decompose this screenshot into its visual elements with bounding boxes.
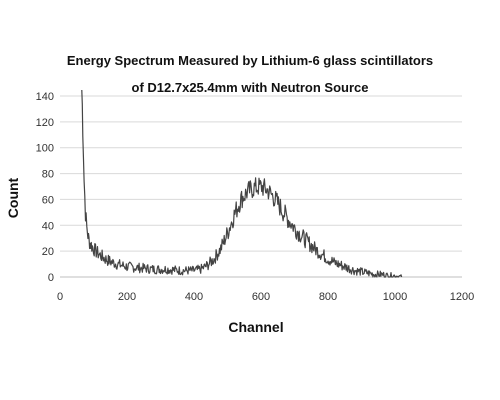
x-tick-label: 600 bbox=[252, 291, 270, 303]
chart-title: Energy Spectrum Measured by Lithium-6 gl… bbox=[67, 53, 433, 68]
x-tick-label: 1200 bbox=[450, 291, 474, 303]
x-tick-labels: 0 200 400 600 800 1000 1200 bbox=[57, 291, 474, 303]
y-tick-label: 120 bbox=[36, 117, 54, 129]
x-tick-label: 0 bbox=[57, 291, 63, 303]
y-tick-label: 40 bbox=[42, 220, 54, 232]
x-tick-label: 800 bbox=[319, 291, 337, 303]
y-tick-label: 60 bbox=[42, 194, 54, 206]
x-tick-label: 200 bbox=[118, 291, 136, 303]
chart-subtitle: of D12.7x25.4mm with Neutron Source bbox=[132, 80, 369, 95]
y-tick-label: 0 bbox=[48, 272, 54, 284]
x-axis-label: Channel bbox=[228, 319, 283, 335]
y-tick-label: 20 bbox=[42, 246, 54, 258]
y-tick-label: 100 bbox=[36, 143, 54, 155]
y-tick-labels: 0 20 40 60 80 100 120 140 bbox=[36, 91, 54, 284]
y-axis-label: Count bbox=[5, 177, 21, 218]
y-tick-label: 80 bbox=[42, 169, 54, 181]
series-layer bbox=[81, 89, 403, 278]
y-tick-label: 140 bbox=[36, 91, 54, 103]
gridlines bbox=[60, 95, 462, 252]
x-tick-label: 400 bbox=[185, 291, 203, 303]
x-tick-label: 1000 bbox=[383, 291, 407, 303]
spectrum-series-line bbox=[81, 89, 403, 278]
